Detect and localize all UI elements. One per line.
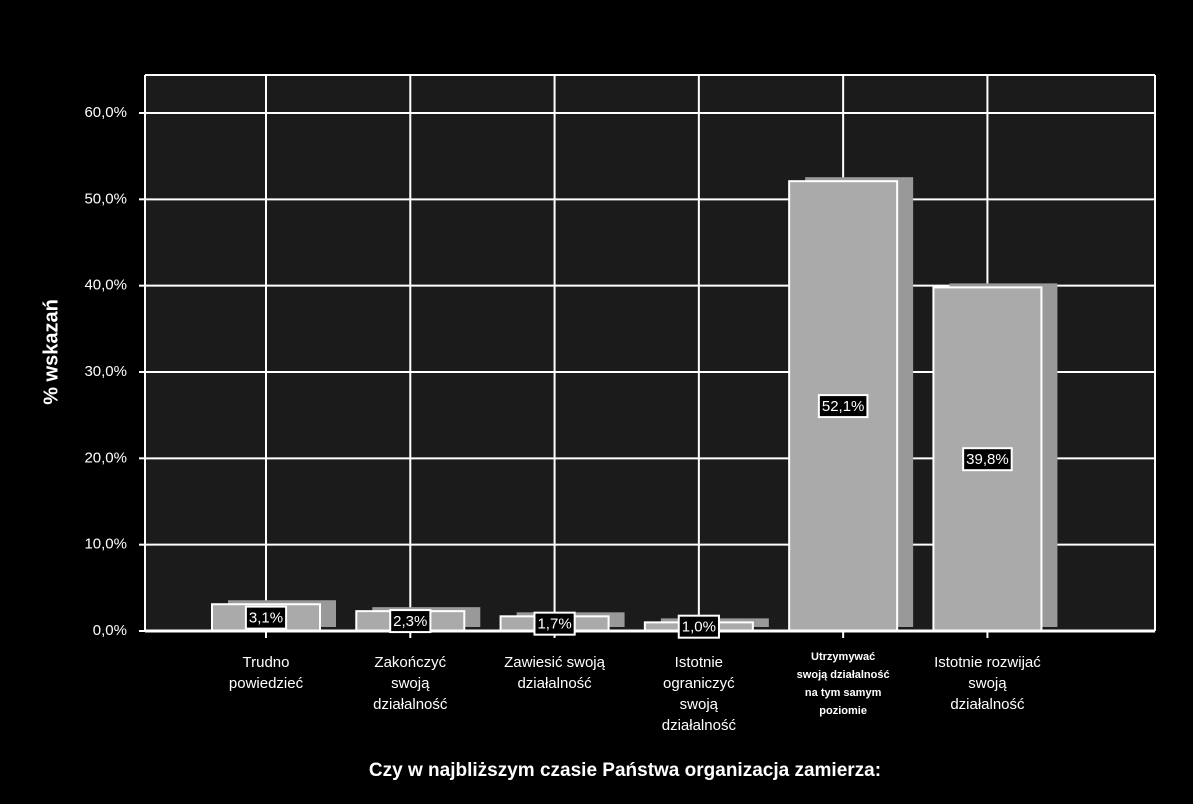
value-label-box bbox=[677, 614, 720, 639]
value-label: 1,0% bbox=[682, 619, 716, 636]
x-tick-label: Trudno powiedzieć bbox=[228, 654, 304, 692]
value-label-box bbox=[533, 611, 576, 636]
y-tick-label: 20,0% bbox=[84, 449, 127, 466]
x-tick-label: Istotnie rozwijać swoją działalność bbox=[934, 654, 1041, 713]
x-tick-label: Istotnie ograniczyć swoją działalność bbox=[661, 654, 736, 734]
y-tick-label: 0,0% bbox=[93, 622, 127, 639]
value-label: 1,7% bbox=[537, 616, 571, 633]
value-label: 52,1% bbox=[822, 398, 865, 415]
x-axis-title: Czy w najbliższym czasie Państwa organiz… bbox=[368, 760, 882, 781]
value-label-box bbox=[962, 447, 1013, 472]
y-tick-label: 10,0% bbox=[84, 536, 127, 553]
value-label: 3,1% bbox=[249, 610, 283, 627]
y-tick-label: 40,0% bbox=[84, 277, 127, 294]
value-label: 2,3% bbox=[393, 613, 427, 630]
value-label-box bbox=[817, 394, 869, 419]
x-tick-label: Utrzymywać swoją działalność na tym samy… bbox=[796, 651, 890, 717]
y-tick-label: 50,0% bbox=[84, 190, 127, 207]
value-label: 39,8% bbox=[966, 451, 1009, 468]
y-tick-label: 30,0% bbox=[84, 363, 127, 380]
x-tick-label: Zawiesić swoją działalność bbox=[504, 654, 605, 692]
x-tick-label: Zakończyć swoją działalność bbox=[373, 654, 448, 713]
y-axis-title: % wskazań bbox=[40, 299, 62, 405]
y-tick-label: 60,0% bbox=[84, 104, 127, 121]
value-label-box bbox=[244, 605, 288, 630]
value-label-box bbox=[389, 609, 432, 634]
